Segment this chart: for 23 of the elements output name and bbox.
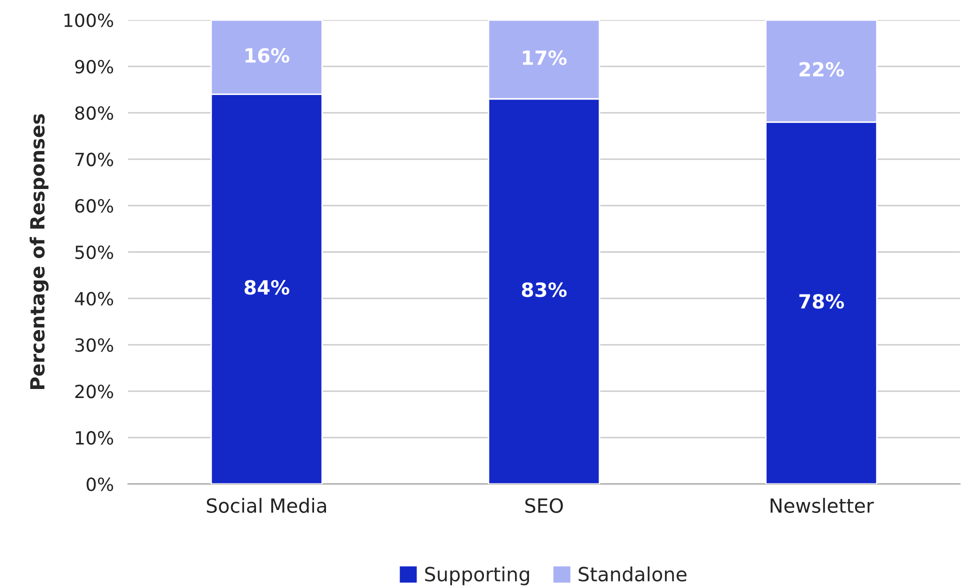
data-label: 78%: [799, 294, 844, 309]
y-tick-label: 40%: [74, 292, 114, 306]
data-label: 83%: [522, 282, 567, 298]
y-tick-label: 90%: [75, 60, 114, 74]
data-label: 17%: [522, 50, 567, 66]
y-axis-title: Percentage of Responses: [30, 114, 49, 390]
y-tick-label: 20%: [75, 384, 114, 398]
y-tick-label: 30%: [75, 338, 114, 352]
legend-label: Supporting: [425, 566, 530, 586]
y-tick-label: 80%: [75, 106, 114, 120]
x-tick-label: SEO: [525, 498, 563, 513]
y-tick-label: 10%: [76, 431, 114, 445]
y-tick-label: 70%: [75, 152, 114, 166]
x-tick-label: Social Media: [206, 498, 326, 513]
y-tick-label: 100%: [64, 13, 114, 28]
y-tick-label: 0%: [86, 477, 114, 492]
legend-label: Standalone: [578, 566, 686, 582]
data-label: 22%: [800, 62, 844, 77]
y-tick-label: 60%: [75, 199, 114, 213]
data-label: 16%: [246, 48, 290, 63]
data-label: 84%: [244, 280, 290, 295]
x-tick-label: Newsletter: [770, 498, 874, 513]
y-tick-label: 50%: [75, 245, 114, 260]
